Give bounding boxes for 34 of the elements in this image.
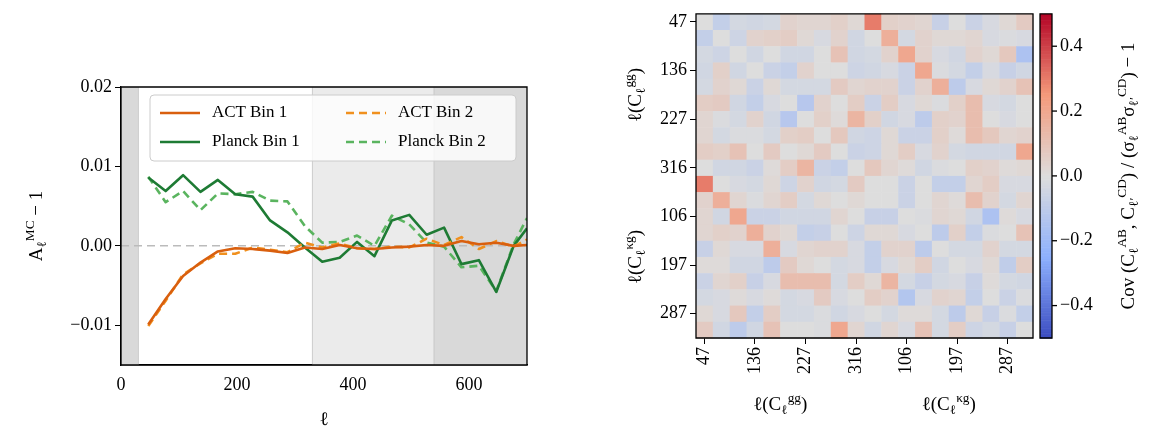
color-bar-label: −0.2 (1060, 229, 1093, 250)
color-bar-label: −0.4 (1060, 294, 1093, 315)
legend-label: ACT Bin 1 (212, 102, 288, 122)
x-tick-label: 600 (455, 373, 483, 394)
x-tick-label: 197 (945, 347, 966, 374)
legend-label: Planck Bin 1 (212, 131, 300, 151)
x-tick-label: 200 (223, 373, 251, 394)
color-bar-label: 0.2 (1060, 99, 1083, 120)
y-tick-label: 0.01 (80, 155, 112, 176)
x-axis-title: ℓ (319, 407, 329, 429)
y-tick-label: 197 (660, 253, 687, 274)
x-axis-title: ℓ(C$_{ℓ}$$^{gg}$) (753, 390, 808, 418)
y-tick-label: 316 (660, 156, 687, 177)
legend-label: Planck Bin 2 (398, 131, 486, 151)
x-tick-label: 400 (339, 373, 367, 394)
x-tick-label: 106 (895, 347, 916, 374)
y-tick-label: 0.02 (80, 75, 112, 96)
legend-label: ACT Bin 2 (398, 102, 474, 122)
y-tick-label: 106 (660, 205, 687, 226)
x-tick-label: 0 (116, 373, 126, 394)
x-tick-label: 136 (743, 347, 764, 374)
y-tick-label: 136 (660, 59, 687, 80)
x-tick-label: 316 (844, 347, 865, 374)
x-tick-label: 47 (693, 347, 714, 365)
y-tick-label: −0.01 (70, 314, 112, 335)
y-tick-label: 227 (660, 107, 687, 128)
y-tick-label: 0.00 (80, 234, 112, 255)
y-tick-label: 287 (660, 302, 687, 323)
text: ℓ(C$_{ℓ}$$^{κg}$) (921, 390, 976, 418)
color-bar-label: 0.4 (1060, 34, 1083, 55)
x-tick-label: 287 (996, 347, 1017, 374)
y-tick-label: 47 (669, 10, 687, 31)
x-tick-label: 227 (794, 347, 815, 374)
color-bar-label: 0.0 (1060, 164, 1083, 185)
